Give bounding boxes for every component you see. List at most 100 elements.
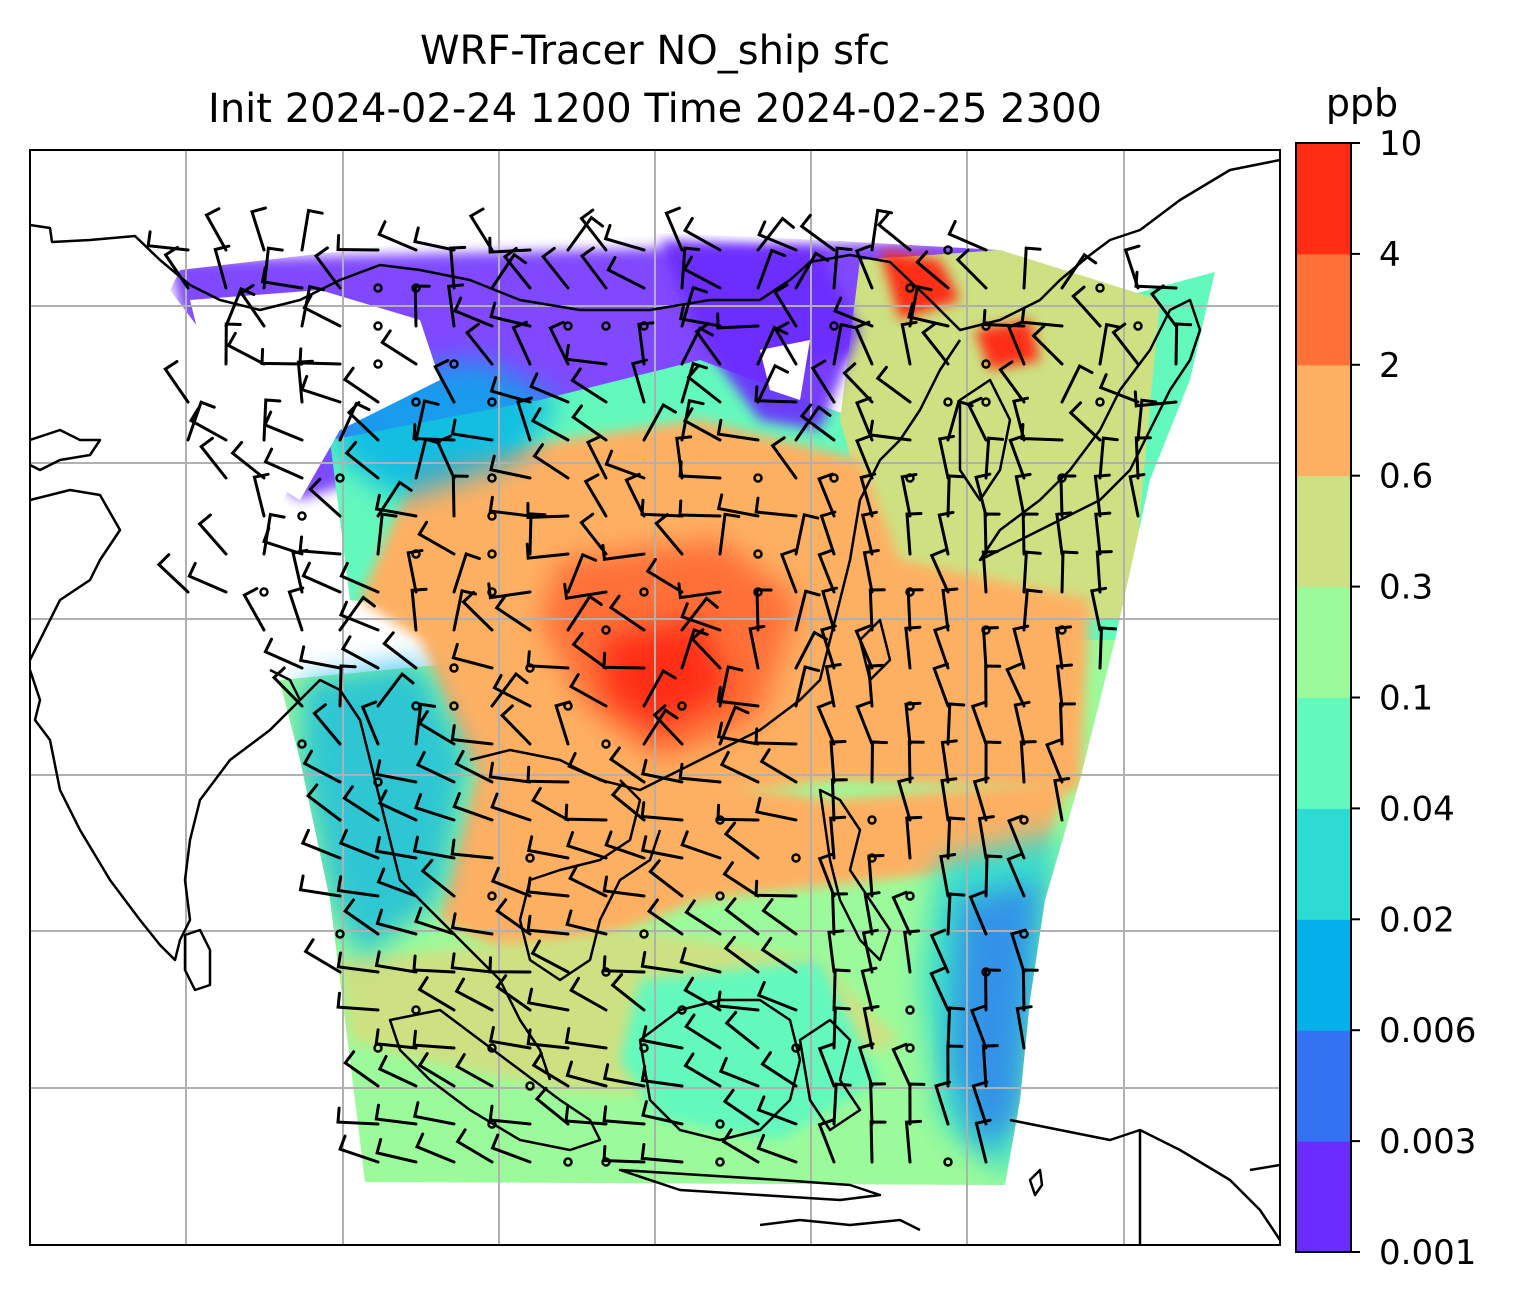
wind-barb bbox=[1006, 320, 1026, 366]
wind-barb bbox=[374, 950, 418, 974]
wind-calm-circle bbox=[373, 359, 383, 369]
wind-barb bbox=[971, 1080, 989, 1126]
wind-barb bbox=[488, 1026, 532, 1050]
wind-barb bbox=[1021, 512, 1039, 556]
wind-barb bbox=[336, 991, 380, 1012]
wind-barb bbox=[525, 542, 570, 560]
colorbar-tick-label: 0.006 bbox=[1379, 1011, 1476, 1051]
wind-barb bbox=[929, 548, 950, 594]
wind-barb bbox=[530, 939, 570, 974]
wind-calm-circle bbox=[981, 359, 991, 369]
wind-barb bbox=[1060, 550, 1079, 594]
wind-barb bbox=[376, 480, 413, 518]
wind-barb bbox=[263, 637, 304, 670]
wind-barb bbox=[947, 219, 988, 252]
wind-barb bbox=[637, 321, 655, 366]
wind-barb bbox=[230, 441, 266, 480]
wind-barb bbox=[722, 1088, 760, 1126]
wind-barb bbox=[490, 1133, 532, 1164]
wind-barb bbox=[683, 216, 722, 252]
wind-barb bbox=[724, 897, 760, 936]
wind-barb bbox=[868, 588, 886, 632]
wind-barb bbox=[640, 835, 684, 860]
wind-barb bbox=[1054, 625, 1072, 670]
wind-barb bbox=[495, 898, 532, 936]
colorbar-swatch bbox=[1296, 586, 1351, 698]
wind-barb bbox=[571, 404, 608, 442]
wind-barb bbox=[570, 367, 608, 404]
wind-barb bbox=[929, 966, 950, 1012]
wind-barb bbox=[759, 748, 798, 784]
wind-barb bbox=[716, 493, 760, 518]
wind-calm-circle bbox=[829, 473, 839, 483]
wind-barb bbox=[984, 854, 1003, 898]
wind-calm-circle bbox=[715, 891, 725, 901]
coast-east-edge bbox=[1249, 1163, 1280, 1172]
coast-korea bbox=[958, 378, 1012, 502]
wind-barb bbox=[946, 816, 966, 860]
wind-barb bbox=[490, 792, 532, 822]
wind-barb bbox=[921, 322, 950, 366]
coast-india bbox=[30, 668, 302, 962]
wind-barb bbox=[564, 1027, 608, 1050]
colorbar-tick-label: 0.1 bbox=[1379, 679, 1433, 719]
wind-barb bbox=[972, 776, 990, 822]
wind-calm-circle bbox=[449, 359, 459, 369]
wind-barb bbox=[819, 510, 837, 556]
wind-barb bbox=[374, 1028, 418, 1050]
wind-barb bbox=[1098, 626, 1117, 670]
wind-barb bbox=[417, 1052, 456, 1088]
wind-barb bbox=[641, 1100, 684, 1126]
wind-barb bbox=[602, 955, 646, 974]
wind-barb bbox=[414, 906, 456, 936]
wind-barb bbox=[571, 631, 608, 670]
wind-calm-circle bbox=[297, 511, 307, 521]
wind-barb bbox=[860, 510, 878, 556]
wind-barb bbox=[646, 898, 684, 936]
wind-barb bbox=[450, 418, 494, 442]
wind-barb bbox=[1006, 852, 1026, 898]
wind-calm-circle bbox=[411, 1005, 421, 1015]
wind-calm-circle bbox=[639, 1043, 649, 1053]
wind-barb bbox=[870, 208, 893, 252]
wind-calm-circle bbox=[563, 1157, 573, 1167]
wind-calm-circle bbox=[487, 1043, 497, 1053]
wind-barb bbox=[224, 322, 242, 366]
wind-barb bbox=[468, 207, 494, 252]
wind-barb bbox=[680, 246, 701, 290]
wind-barb bbox=[526, 987, 570, 1012]
wind-barb bbox=[339, 561, 380, 594]
wind-barb bbox=[1098, 436, 1119, 480]
wind-barb bbox=[842, 362, 874, 404]
wind-barb bbox=[754, 796, 798, 822]
wind-barb bbox=[308, 477, 342, 518]
wind-barb bbox=[360, 700, 380, 746]
wind-barb bbox=[870, 740, 888, 784]
wind-barb bbox=[301, 561, 342, 594]
coast-philippines bbox=[818, 788, 892, 962]
wind-barb bbox=[454, 750, 494, 784]
wind-barb bbox=[433, 359, 456, 404]
wind-barb bbox=[1013, 700, 1031, 746]
wind-barb bbox=[755, 588, 773, 632]
wind-barb bbox=[756, 325, 789, 366]
wind-barb bbox=[859, 472, 877, 518]
wind-barb bbox=[830, 778, 848, 822]
wind-barb bbox=[680, 602, 722, 632]
wind-calm-circle bbox=[525, 853, 535, 863]
wind-barb bbox=[906, 588, 924, 632]
wind-barb bbox=[1019, 740, 1037, 784]
colorbar-swatch bbox=[1296, 1030, 1351, 1142]
wind-calm-circle bbox=[449, 701, 459, 711]
wind-barb bbox=[686, 365, 722, 404]
wind-barb bbox=[683, 976, 722, 1012]
wind-barb bbox=[213, 244, 231, 290]
wind-barb bbox=[204, 207, 228, 252]
wind-barb bbox=[817, 1042, 836, 1088]
wind-barb bbox=[461, 590, 494, 632]
colorbar-tick-label: 0.02 bbox=[1379, 900, 1455, 940]
wind-barb bbox=[716, 803, 760, 822]
map-frame bbox=[29, 149, 1281, 1246]
wind-barb bbox=[799, 213, 836, 252]
wind-barb bbox=[263, 410, 304, 442]
